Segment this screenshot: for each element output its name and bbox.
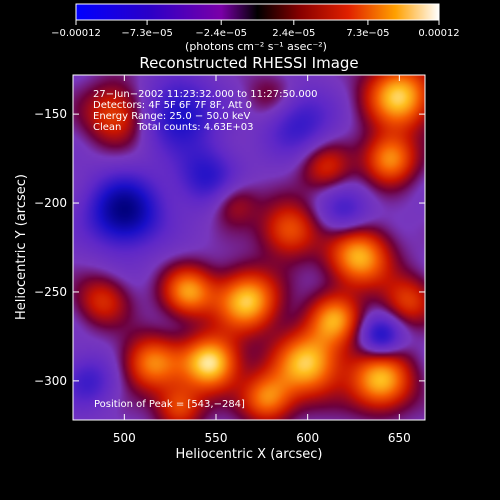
x-tick-label: 600 (296, 431, 319, 445)
colorbar-unit-label: (photons cm⁻² s⁻¹ asec⁻²) (185, 40, 327, 53)
heatmap-image (73, 75, 425, 420)
peak-position-label: Position of Peak = [543,−284] (94, 399, 245, 410)
colorbar-tick-label: 7.3e−05 (346, 28, 389, 39)
plot-frame (72, 74, 426, 421)
x-axis-label: Heliocentric X (arcsec) (176, 447, 323, 462)
annotation-block: 27−Jun−2002 11:23:32.000 to 11:27:50.000… (93, 89, 318, 133)
y-tick-label: −200 (34, 196, 67, 210)
annotation-counts: Clean Total counts: 4.63E+03 (93, 122, 253, 133)
annotation-detectors: Detectors: 4F 5F 6F 7F 8F, Att 0 (93, 100, 252, 111)
y-tick-label: −250 (34, 285, 67, 299)
colorbar-tick-label: −2.4e−05 (195, 28, 247, 39)
y-axis-ticks: −150 −200 −250 −300 (34, 107, 425, 388)
colorbar-tick-label: 2.4e−05 (272, 28, 315, 39)
x-tick-label: 650 (388, 431, 411, 445)
x-axis-ticks: 500 550 600 650 (113, 75, 411, 445)
colorbar-tick-label: −0.00012 (51, 28, 101, 39)
y-axis-label: Heliocentric Y (arcsec) (14, 174, 29, 320)
colorbar-tick-label: 0.00012 (418, 28, 459, 39)
y-tick-label: −150 (34, 107, 67, 121)
x-tick-label: 550 (205, 431, 228, 445)
x-tick-label: 500 (113, 431, 136, 445)
annotation-energy: Energy Range: 25.0 − 50.0 keV (93, 111, 250, 122)
colorbar-tick-label: −7.3e−05 (121, 28, 173, 39)
colorbar (75, 3, 440, 21)
y-tick-label: −300 (34, 374, 67, 388)
colorbar-ticks: −0.00012 −7.3e−05 −2.4e−05 2.4e−05 7.3e−05 0.… (51, 20, 460, 39)
annotation-time: 27−Jun−2002 11:23:32.000 to 11:27:50.000 (93, 89, 318, 100)
chart-title: Reconstructed RHESSI Image (139, 54, 358, 72)
